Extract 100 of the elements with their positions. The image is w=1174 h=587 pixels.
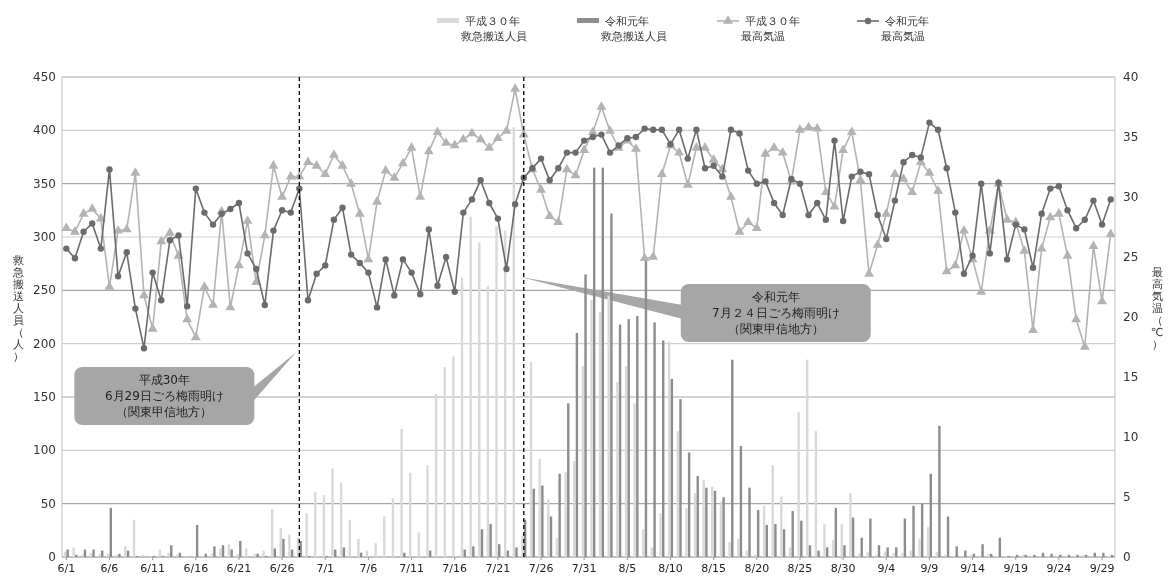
x-tick-label: 7/6: [359, 562, 378, 575]
x-tick-label: 9/9: [920, 562, 939, 575]
y2-axis-title: 最高気温（℃）: [1150, 266, 1164, 351]
bar: [210, 553, 213, 557]
y-tick-label: 450: [33, 70, 56, 84]
bar: [886, 547, 889, 557]
legend-label: 平成３０年最高気温: [741, 15, 800, 43]
bar: [72, 547, 75, 557]
bar: [236, 553, 239, 557]
x-tick-label: 7/31: [571, 562, 597, 575]
bar: [558, 473, 561, 557]
annotation: 令和元年7月２４日ごろ梅雨明け（関東甲信地方）: [711, 290, 840, 336]
x-tick-label: 7/1: [316, 562, 335, 575]
bar: [843, 545, 846, 557]
y-tick-label: 250: [33, 283, 56, 298]
legend-label: 平成３０年救急搬送人員: [460, 15, 527, 43]
bar: [944, 554, 947, 557]
x-tick-label: 6/11: [140, 562, 165, 575]
y2-tick-label: 25: [1123, 250, 1139, 264]
x-tick-label: 7/16: [442, 562, 468, 575]
y2-tick-label: 0: [1123, 550, 1131, 564]
bar: [705, 487, 708, 557]
bar: [383, 516, 386, 557]
y-tick-label: 50: [40, 496, 56, 511]
bar: [331, 468, 334, 557]
x-tick-label: 9/19: [1003, 562, 1029, 575]
bar: [791, 511, 794, 557]
bar: [305, 513, 308, 557]
x-tick-label: 8/30: [830, 562, 856, 575]
bar: [817, 550, 820, 557]
bar: [245, 548, 248, 557]
x-tick-label: 6/21: [226, 562, 252, 575]
bar: [124, 546, 127, 557]
bar: [892, 552, 895, 557]
y2-tick-label: 15: [1123, 370, 1139, 384]
y2-tick-label: 20: [1123, 310, 1139, 324]
bar: [679, 399, 682, 557]
x-tick-label: 8/15: [701, 562, 726, 575]
legend-label: 令和元年最高気温: [881, 15, 929, 43]
bar: [213, 546, 216, 557]
x-tick-label: 6/6: [100, 562, 119, 575]
x-tick-label: 9/14: [960, 562, 985, 575]
bar: [636, 315, 639, 557]
x-tick-label: 9/4: [877, 562, 896, 575]
bar: [653, 322, 656, 557]
x-tick-label: 9/29: [1089, 562, 1115, 575]
bar: [955, 546, 958, 557]
y-tick-label: 100: [33, 443, 56, 458]
x-tick-label: 7/26: [528, 562, 554, 575]
bar: [938, 425, 941, 557]
y2-tick-label: 10: [1123, 430, 1139, 444]
y2-tick-label: 40: [1123, 70, 1139, 84]
bar: [774, 523, 777, 557]
bar: [702, 480, 705, 557]
y2-tick-label: 30: [1123, 190, 1139, 204]
bar: [564, 471, 567, 557]
bar: [515, 547, 518, 557]
x-tick-label: 8/10: [658, 562, 683, 575]
y-tick-label: 400: [33, 123, 56, 138]
y2-tick-label: 5: [1123, 490, 1131, 504]
x-tick-label: 6/16: [183, 562, 209, 575]
bar: [538, 458, 541, 557]
x-tick-label: 6/26: [269, 562, 295, 575]
bar: [374, 543, 377, 557]
x-tick-label: 7/11: [399, 562, 424, 575]
bar: [722, 497, 725, 557]
bar: [541, 485, 544, 557]
bar: [685, 507, 688, 557]
bar: [357, 538, 360, 557]
x-tick-label: 8/5: [618, 562, 637, 575]
bar: [728, 542, 731, 557]
bar: [823, 523, 826, 557]
y-tick-label: 300: [33, 230, 56, 244]
y-tick-label: 0: [48, 550, 56, 564]
bar: [866, 551, 869, 557]
bar: [981, 544, 984, 557]
annotation: 平成30年6月29日ごろ梅雨明け（関東甲信地方）: [104, 373, 224, 419]
bar: [472, 546, 475, 557]
y-tick-label: 150: [33, 390, 56, 404]
bar: [141, 554, 144, 557]
bar: [918, 538, 921, 557]
x-tick-label: 6/1: [57, 562, 76, 575]
bar: [659, 513, 662, 557]
y2-tick-label: 35: [1123, 130, 1139, 144]
bar: [869, 518, 872, 557]
bar: [849, 493, 852, 557]
x-tick-label: 9/24: [1046, 562, 1072, 575]
bar: [426, 465, 429, 557]
bar: [273, 548, 277, 557]
bar: [288, 534, 291, 557]
y-tick-label: 200: [33, 336, 56, 351]
bar: [230, 549, 233, 557]
x-tick-label: 8/20: [744, 562, 770, 575]
bar: [489, 523, 492, 557]
text: 救急搬送人員（人）: [12, 254, 24, 363]
bar: [167, 552, 170, 557]
bar: [463, 549, 466, 557]
bar: [584, 274, 587, 557]
bar: [627, 319, 630, 557]
bar: [610, 213, 613, 557]
